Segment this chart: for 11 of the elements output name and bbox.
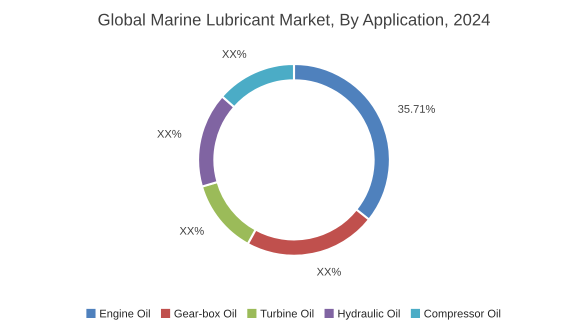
chart-title: Global Marine Lubricant Market, By Application, 2024 bbox=[98, 13, 490, 29]
legend-label: Compressor Oil bbox=[424, 309, 500, 320]
legend-label: Gear-box Oil bbox=[174, 309, 236, 318]
legend-label: Engine Oil bbox=[100, 309, 150, 320]
legend-label: Turbine Oil bbox=[260, 309, 314, 318]
data-label: XX% bbox=[157, 130, 182, 138]
data-label: XX% bbox=[222, 50, 246, 58]
data-label: XX% bbox=[180, 226, 204, 235]
legend-label: Hydraulic Oil bbox=[338, 309, 400, 320]
data-label: 35.71% bbox=[398, 105, 435, 113]
data-label: XX% bbox=[316, 268, 341, 276]
